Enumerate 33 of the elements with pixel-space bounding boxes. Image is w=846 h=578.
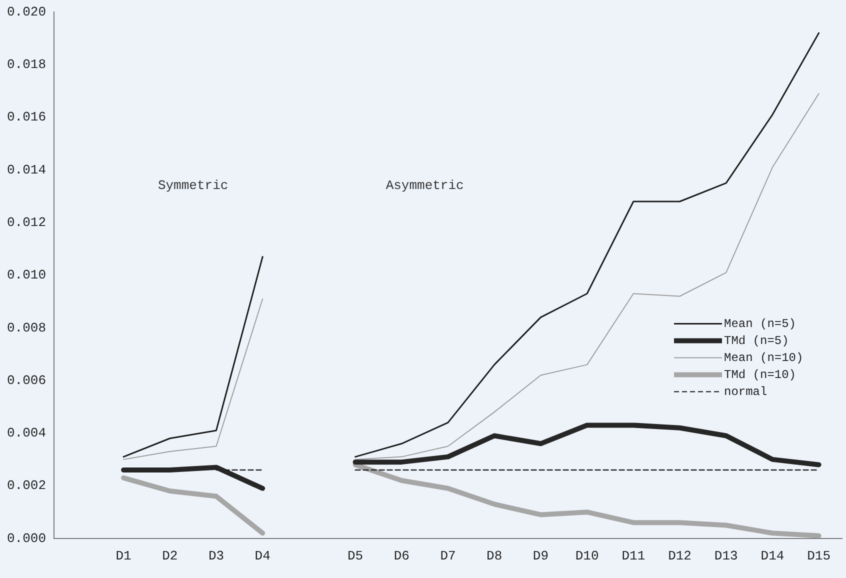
- y-tick-label: 0.002: [6, 478, 46, 494]
- y-tick-label: 0.012: [6, 214, 46, 230]
- y-tick-label: 0.008: [6, 320, 46, 336]
- x-tick-label: D8: [486, 548, 502, 564]
- legend-label: Mean (n=5): [724, 316, 796, 331]
- x-tick-label: D14: [760, 548, 784, 564]
- y-tick-label: 0.016: [6, 110, 46, 125]
- y-tick-label: 0.000: [6, 530, 46, 546]
- legend-label: TMd (n=10): [724, 368, 796, 382]
- x-tick-label: D4: [254, 548, 271, 564]
- y-tick-label: 0.004: [6, 426, 46, 441]
- y-tick-label: 0.020: [6, 4, 46, 20]
- x-tick-label: D5: [347, 548, 364, 564]
- y-tick-label: 0.014: [6, 162, 46, 178]
- x-tick-label: D7: [440, 548, 456, 564]
- y-tick-label: 0.010: [6, 268, 46, 283]
- x-tick-label: D15: [807, 548, 831, 564]
- x-tick-label: D9: [532, 548, 549, 564]
- x-tick-label: D2: [162, 548, 178, 564]
- x-tick-label: D1: [116, 548, 132, 564]
- x-tick-label: D11: [622, 548, 646, 564]
- x-tick-label: D6: [394, 548, 410, 564]
- x-tick-label: D13: [714, 548, 738, 564]
- x-tick-label: D12: [668, 548, 692, 564]
- y-tick-label: 0.018: [6, 57, 46, 72]
- annotation: Symmetric: [158, 178, 228, 194]
- annotation: Asymmetric: [386, 178, 464, 194]
- legend-label: TMd (n=5): [724, 334, 789, 348]
- legend-label: normal: [724, 384, 768, 399]
- x-tick-label: D10: [575, 548, 599, 564]
- x-tick-label: D3: [208, 548, 224, 564]
- y-tick-label: 0.006: [6, 372, 46, 388]
- legend-label: Mean (n=10): [724, 350, 804, 365]
